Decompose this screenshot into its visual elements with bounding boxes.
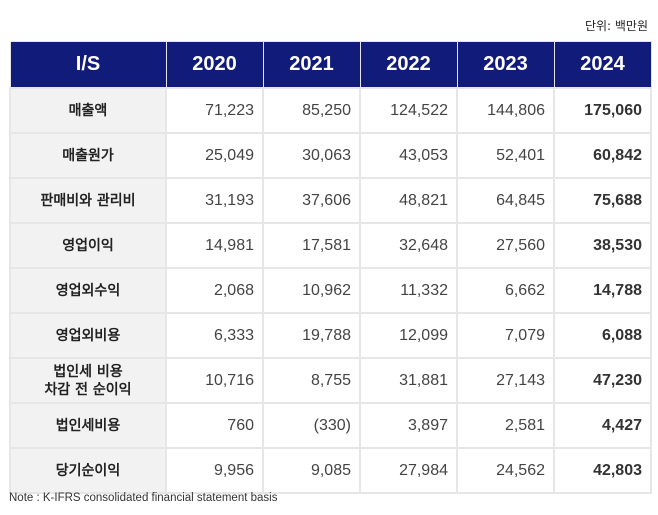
cell-2020: 71,223 [165,87,264,134]
cell-2024: 14,788 [553,267,652,314]
row-label: 당기순이익 [9,447,167,494]
cell-2024: 175,060 [553,87,652,134]
cell-2024: 47,230 [553,357,652,404]
table-row: 법인세비용 760 (330) 3,897 2,581 4,427 [9,402,652,449]
cell-2021: 30,063 [262,132,361,179]
header-2023: 2023 [456,41,555,89]
cell-2020: 25,049 [165,132,264,179]
table-row: 당기순이익 9,956 9,085 27,984 24,562 42,803 [9,447,652,494]
row-label: 영업외비용 [9,312,167,359]
cell-2023: 64,845 [456,177,555,224]
row-label: 영업이익 [9,222,167,269]
cell-2021: 17,581 [262,222,361,269]
cell-2023: 24,562 [456,447,555,494]
cell-2022: 11,332 [359,267,458,314]
cell-2020: 31,193 [165,177,264,224]
cell-2023: 7,079 [456,312,555,359]
row-label: 영업외수익 [9,267,167,314]
cell-2021: 19,788 [262,312,361,359]
income-statement-table: I/S 2020 2021 2022 2023 2024 매출액 71,223 85… [9,41,652,494]
cell-2022: 27,984 [359,447,458,494]
cell-2021: 37,606 [262,177,361,224]
row-label: 판매비와 관리비 [9,177,167,224]
cell-2022: 12,099 [359,312,458,359]
unit-label: 단위: 백만원 [584,19,648,33]
cell-2024: 6,088 [553,312,652,359]
table-row: 영업외수익 2,068 10,962 11,332 6,662 14,788 [9,267,652,314]
row-label: 법인세비용 [9,402,167,449]
table-row: 매출원가 25,049 30,063 43,053 52,401 60,842 [9,132,652,179]
cell-2023: 6,662 [456,267,555,314]
row-label: 매출원가 [9,132,167,179]
header-row: I/S 2020 2021 2022 2023 2024 [9,41,652,89]
cell-2023: 2,581 [456,402,555,449]
cell-2021: 10,962 [262,267,361,314]
cell-2023: 27,143 [456,357,555,404]
cell-2022: 3,897 [359,402,458,449]
cell-2024: 42,803 [553,447,652,494]
cell-2023: 144,806 [456,87,555,134]
cell-2020: 2,068 [165,267,264,314]
cell-2021: 8,755 [262,357,361,404]
table-row: 영업이익 14,981 17,581 32,648 27,560 38,530 [9,222,652,269]
cell-2023: 52,401 [456,132,555,179]
cell-2020: 14,981 [165,222,264,269]
cell-2021: 9,085 [262,447,361,494]
table-row: 법인세 비용 차감 전 순이익 10,716 8,755 31,881 27,143 47… [9,357,652,404]
cell-2022: 43,053 [359,132,458,179]
cell-2022: 31,881 [359,357,458,404]
row-label: 매출액 [9,87,167,134]
cell-2021: 85,250 [262,87,361,134]
cell-2023: 27,560 [456,222,555,269]
cell-2024: 75,688 [553,177,652,224]
cell-2022: 32,648 [359,222,458,269]
cell-2020: 6,333 [165,312,264,359]
cell-2024: 4,427 [553,402,652,449]
cell-2024: 38,530 [553,222,652,269]
table-row: 매출액 71,223 85,250 124,522 144,806 175,060 [9,87,652,134]
cell-2021: (330) [262,402,361,449]
cell-2020: 760 [165,402,264,449]
cell-2024: 60,842 [553,132,652,179]
cell-2022: 48,821 [359,177,458,224]
table-row: 영업외비용 6,333 19,788 12,099 7,079 6,088 [9,312,652,359]
header-2024: 2024 [553,41,652,89]
footnote: Note : K-IFRS consolidated financial sta… [9,492,278,504]
cell-2022: 124,522 [359,87,458,134]
header-2021: 2021 [262,41,361,89]
cell-2020: 10,716 [165,357,264,404]
cell-2020: 9,956 [165,447,264,494]
header-2022: 2022 [359,41,458,89]
header-2020: 2020 [165,41,264,89]
table-row: 판매비와 관리비 31,193 37,606 48,821 64,845 75,688 [9,177,652,224]
row-label: 법인세 비용 차감 전 순이익 [9,357,167,404]
header-is: I/S [9,41,167,89]
